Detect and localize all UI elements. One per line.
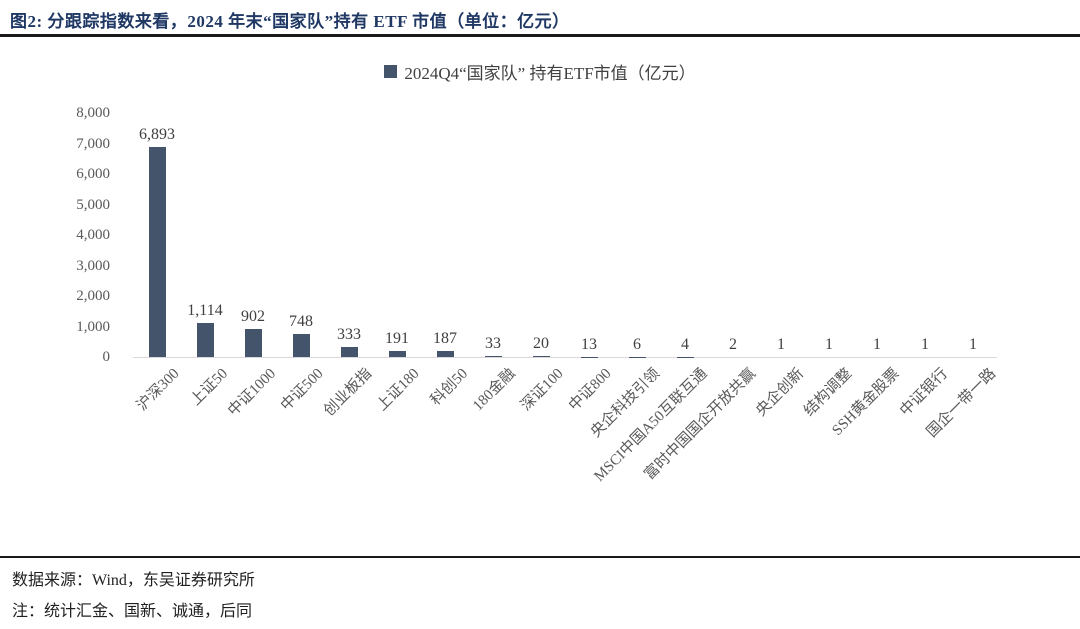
bar xyxy=(388,351,406,357)
value-label: 1 xyxy=(873,335,881,353)
footer-divider xyxy=(0,556,1080,558)
y-tick-label: 5,000 xyxy=(76,196,110,213)
value-label: 191 xyxy=(385,330,409,348)
y-tick-label: 4,000 xyxy=(76,227,110,243)
title-divider xyxy=(0,34,1080,37)
y-tick-label: 1,000 xyxy=(76,318,110,335)
x-tick-label: 上证180 xyxy=(374,365,424,415)
bar xyxy=(148,146,166,357)
bar xyxy=(484,355,502,357)
bar xyxy=(292,334,310,357)
value-label: 6 xyxy=(633,335,641,353)
x-tick-label: 科创50 xyxy=(427,365,472,409)
legend-label: 2024Q4“国家队” 持有ETF市值（亿元） xyxy=(404,64,696,83)
x-tick-label: 180金融 xyxy=(470,365,520,415)
data-source-text: 数据来源：Wind，东吴证券研究所 xyxy=(12,572,255,589)
y-tick-label: 6,000 xyxy=(76,166,110,182)
value-label: 748 xyxy=(289,313,313,331)
value-label: 1,114 xyxy=(187,302,223,320)
x-tick-label: 创业板指 xyxy=(321,365,376,420)
bar xyxy=(340,346,358,357)
x-tick-label: 沪深300 xyxy=(134,365,184,415)
value-label: 6,893 xyxy=(139,125,175,143)
value-label: 20 xyxy=(533,335,549,353)
bar xyxy=(196,323,214,357)
value-label: 333 xyxy=(337,325,361,343)
note-text: 注：统计汇金、国新、诚通，后同 xyxy=(12,603,253,620)
chart-legend: 2024Q4“国家队” 持有ETF市值（亿元） xyxy=(0,59,1080,84)
figure-title: 图2: 分跟踪指数来看，2024 年末“国家队”持有 ETF 市值（单位：亿元） xyxy=(10,12,570,31)
bar xyxy=(532,356,550,357)
value-label: 2 xyxy=(729,335,737,353)
x-tick-label: 央企创新 xyxy=(753,365,808,420)
x-tick-label: 上证50 xyxy=(187,365,232,409)
value-label: 902 xyxy=(241,308,265,326)
value-label: 187 xyxy=(433,330,457,348)
value-label: 1 xyxy=(969,335,977,353)
x-tick-label: 中证1000 xyxy=(225,365,280,420)
value-label: 33 xyxy=(485,334,501,352)
value-label: 1 xyxy=(921,335,929,353)
y-tick-label: 3,000 xyxy=(76,257,110,274)
bar xyxy=(436,351,454,357)
y-tick-label: 2,000 xyxy=(76,288,110,304)
bar xyxy=(244,329,262,357)
value-label: 4 xyxy=(681,335,689,353)
y-tick-label: 7,000 xyxy=(76,135,110,152)
value-label: 1 xyxy=(825,335,833,353)
y-tick-label: 8,000 xyxy=(76,105,110,121)
legend-swatch-icon xyxy=(384,65,398,78)
x-axis-baseline xyxy=(133,357,997,358)
x-tick-label: 深证100 xyxy=(518,365,568,415)
value-label: 1 xyxy=(777,335,785,353)
value-label: 13 xyxy=(581,335,597,353)
y-tick-label: 0 xyxy=(102,349,111,365)
